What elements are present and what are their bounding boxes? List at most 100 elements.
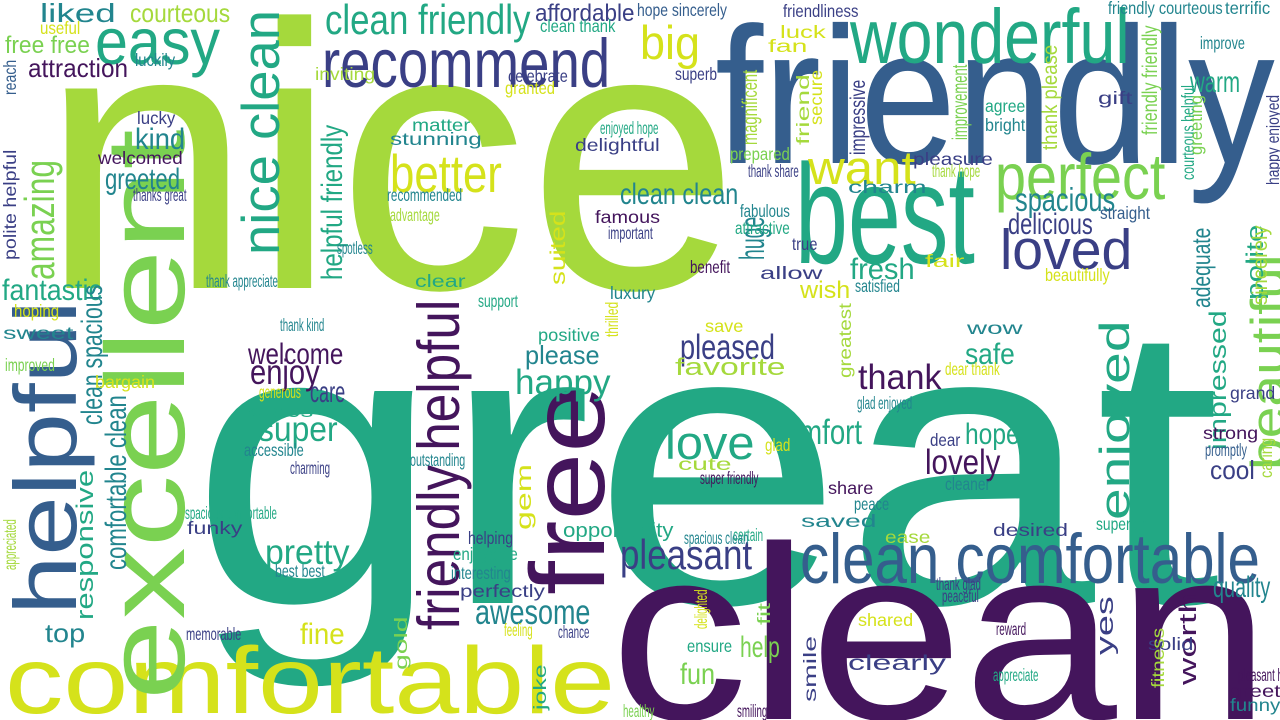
word-luck: luck <box>780 22 826 42</box>
word-clean-friendly: clean friendly <box>325 0 531 43</box>
word-fair: fair <box>925 251 965 271</box>
word-yes: yes <box>1093 596 1119 655</box>
word-hope: hope <box>965 418 1020 451</box>
word-clean-thank: clean thank <box>540 16 616 36</box>
word-allow: allow <box>760 263 823 283</box>
word-celebrate: celebrate <box>508 66 568 86</box>
word-spotless: spotless <box>337 238 373 258</box>
word-positive: positive <box>538 325 600 345</box>
word-straight: straight <box>1100 203 1151 223</box>
word-thank-glad: thank glad <box>936 574 981 594</box>
word-smiling: smiling <box>737 701 768 720</box>
word-granted: granted <box>505 78 555 98</box>
word-glad-enjoyed: glad enjoyed <box>857 393 913 413</box>
word-wish: wish <box>800 278 851 304</box>
word-gold: gold <box>391 616 411 670</box>
word-fan: fan <box>768 36 808 56</box>
word-courteous: courteous <box>130 0 231 28</box>
word-secure: secure <box>806 69 826 125</box>
word-outstanding: outstanding <box>410 450 466 470</box>
word-feeling: feeling <box>504 620 533 640</box>
word-adequate: adequate <box>1186 227 1216 308</box>
word-pleasant: pleasant <box>620 532 753 578</box>
word-responsive: responsive <box>73 469 99 620</box>
word-healthy: healthy <box>623 701 655 720</box>
word-opportunity: opportunity <box>563 520 674 542</box>
word-clean-comfortable: clean comfortable <box>800 520 1260 599</box>
word-true: true <box>792 234 818 254</box>
word-enjoyed-hope: enjoyed hope <box>600 118 659 138</box>
word-chance: chance <box>558 622 590 642</box>
word-care: care <box>310 376 346 409</box>
word-ease: ease <box>885 527 931 547</box>
word-nice-clean: nice clean <box>232 9 291 255</box>
word-prepared: prepared <box>730 144 790 164</box>
word-famous: famous <box>595 207 661 227</box>
word-amazing: amazing <box>17 159 63 280</box>
word-superior: superior <box>1096 514 1146 534</box>
word-terrific: terrific <box>1225 0 1271 18</box>
word-top: top <box>45 618 86 648</box>
word-cleaner: cleaner <box>945 474 991 494</box>
word-please: please <box>525 340 600 370</box>
word-spacious-comfortable: spacious comfortable <box>185 503 277 523</box>
word-improved: improved <box>5 355 55 375</box>
word-friendly: friendly <box>715 0 1275 205</box>
word-smile: smile <box>800 635 820 702</box>
word-clearly: clearly <box>848 652 946 675</box>
word-caring: caring <box>1256 437 1276 478</box>
word-save: save <box>705 316 744 336</box>
word-want: want <box>808 142 916 195</box>
word-share: share <box>828 478 874 498</box>
word-thrilled: thrilled <box>602 301 622 337</box>
word-spacious: spacious <box>1015 181 1116 218</box>
word-help: help <box>740 631 780 664</box>
word-fun: fun <box>680 658 716 691</box>
word-delighted: delighted <box>691 589 711 629</box>
word-clean-clean: clean clean <box>620 178 739 211</box>
word-superb: superb <box>675 64 718 84</box>
word-enjoyed: enjoyed <box>1092 320 1138 520</box>
word-delicious: delicious <box>1008 208 1093 241</box>
word-lovely: lovely <box>925 442 1001 482</box>
word-nice: nice <box>40 0 740 369</box>
word-big: big <box>640 17 700 70</box>
word-cute: cute <box>678 454 732 474</box>
word-interesting: interesting <box>451 563 511 583</box>
word-pleasant-helpful: pleasant helpful <box>1238 665 1280 685</box>
word-helping: helping <box>468 528 514 548</box>
word-useful: useful <box>40 18 81 38</box>
word-promptly: promptly <box>1205 440 1247 460</box>
word-appreciated: appreciated <box>0 519 20 570</box>
word-enjoy: enjoy <box>250 352 320 392</box>
word-gem: gem <box>513 464 536 530</box>
word-polite-helpful: polite helpful <box>0 149 20 260</box>
word-stunning: stunning <box>390 129 482 149</box>
word-friendly-courteous: friendly courteous <box>1108 0 1223 18</box>
word-funky: funky <box>187 518 243 538</box>
word-kudos: kudos <box>245 401 314 421</box>
word-wow: wow <box>967 318 1023 338</box>
word-memorable: memorable <box>186 624 242 644</box>
word-glad: glad <box>765 435 791 455</box>
word-hoping: hoping <box>14 301 60 321</box>
word-easy: easy <box>95 5 221 78</box>
word-fitness: fitness <box>1148 627 1168 688</box>
word-love: love <box>665 417 755 470</box>
word-strong: strong <box>1203 423 1259 443</box>
word-advantage: advantage <box>390 205 440 225</box>
word-comfort: comfort <box>770 412 863 452</box>
word-impressive: impressive <box>847 79 870 155</box>
word-comfortable-clean: comfortable clean <box>100 395 133 570</box>
word-fabulous: fabulous <box>740 201 790 221</box>
word-best-best: best best <box>275 561 325 581</box>
word-pleased: pleased <box>680 327 775 367</box>
word-satisfied: satisfied <box>855 276 900 296</box>
word-wonderful: wonderful <box>850 0 1130 80</box>
word-reward: reward <box>996 619 1027 639</box>
word-quality: quality <box>1213 571 1271 604</box>
word-free-free: free free <box>5 33 90 59</box>
word-super: super <box>258 409 338 449</box>
word-benefit: benefit <box>690 257 731 277</box>
